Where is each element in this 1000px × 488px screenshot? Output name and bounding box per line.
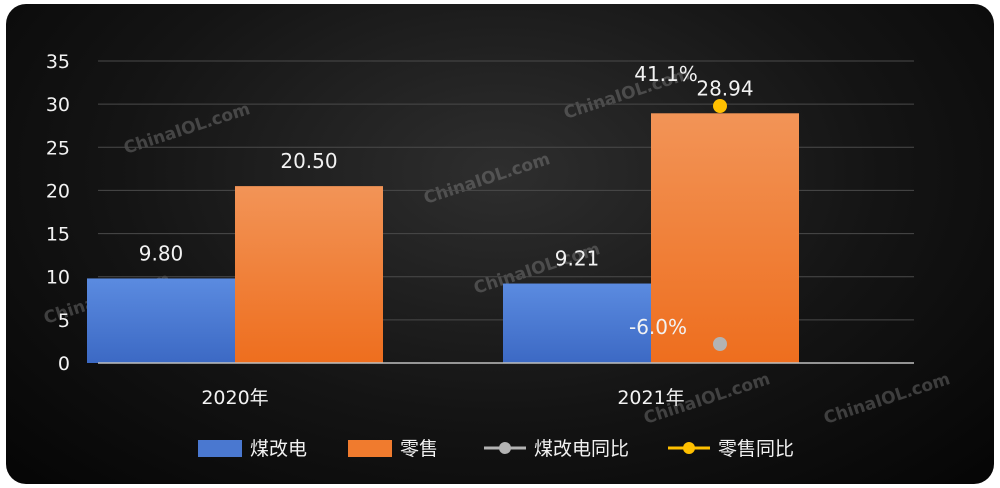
watermark-text-6: ChinaIOL.com [421, 149, 552, 209]
legend-swatch [348, 440, 392, 457]
chart: ChinaIOL.comChinaIOL.comChinaIOL.comChin… [41, 51, 952, 460]
x-tick-label: 2021年 [617, 387, 684, 409]
y-tick-label: 25 [46, 137, 70, 159]
bar-retail [235, 186, 383, 363]
retail-yoy-marker [713, 99, 727, 113]
coal-yoy-marker [713, 337, 727, 351]
bar-value-label: 9.80 [139, 241, 184, 265]
bar-coal-to-electric [503, 283, 651, 363]
legend-label: 煤改电同比 [534, 438, 629, 460]
bar-coal-to-electric [87, 278, 235, 363]
yoy-markers [713, 99, 727, 351]
legend-label: 零售 [400, 438, 438, 460]
y-tick-label: 20 [46, 180, 70, 202]
yoy-value-label: 41.1% [634, 62, 698, 86]
y-tick-label: 30 [46, 94, 70, 116]
y-axis: 0 5 10 15 20 25 30 35 [46, 51, 70, 375]
watermark-text-5: ChinaIOL.com [821, 369, 952, 429]
bar-value-label: 28.94 [696, 76, 753, 100]
bar-value-label: 9.21 [555, 247, 600, 271]
legend-label: 煤改电 [250, 438, 307, 460]
bars [87, 113, 799, 363]
data-labels: 9.80 20.50 9.21 28.94 -6.0% 41.1% [139, 62, 754, 339]
bar-value-label: 20.50 [280, 149, 337, 173]
watermark-text-1: ChinaIOL.com [121, 99, 252, 159]
bar-retail [651, 113, 799, 363]
legend-marker [683, 442, 695, 454]
y-tick-label: 0 [58, 353, 70, 375]
y-tick-label: 15 [46, 224, 70, 246]
legend-swatch [198, 440, 242, 457]
legend-marker [499, 442, 511, 454]
y-tick-label: 35 [46, 51, 70, 73]
x-tick-label: 2020年 [201, 387, 268, 409]
chart-frame: ChinaIOL.com ChinaIOL.com ChinaIOL.com Chin… [6, 4, 994, 484]
legend-label: 零售同比 [718, 438, 794, 460]
legend: 煤改电 零售 煤改电同比 零售同比 [198, 438, 794, 460]
y-tick-label: 10 [46, 267, 70, 289]
y-tick-label: 5 [58, 310, 70, 332]
x-axis: 2020年 2021年 [98, 362, 914, 409]
yoy-value-label: -6.0% [629, 315, 687, 339]
